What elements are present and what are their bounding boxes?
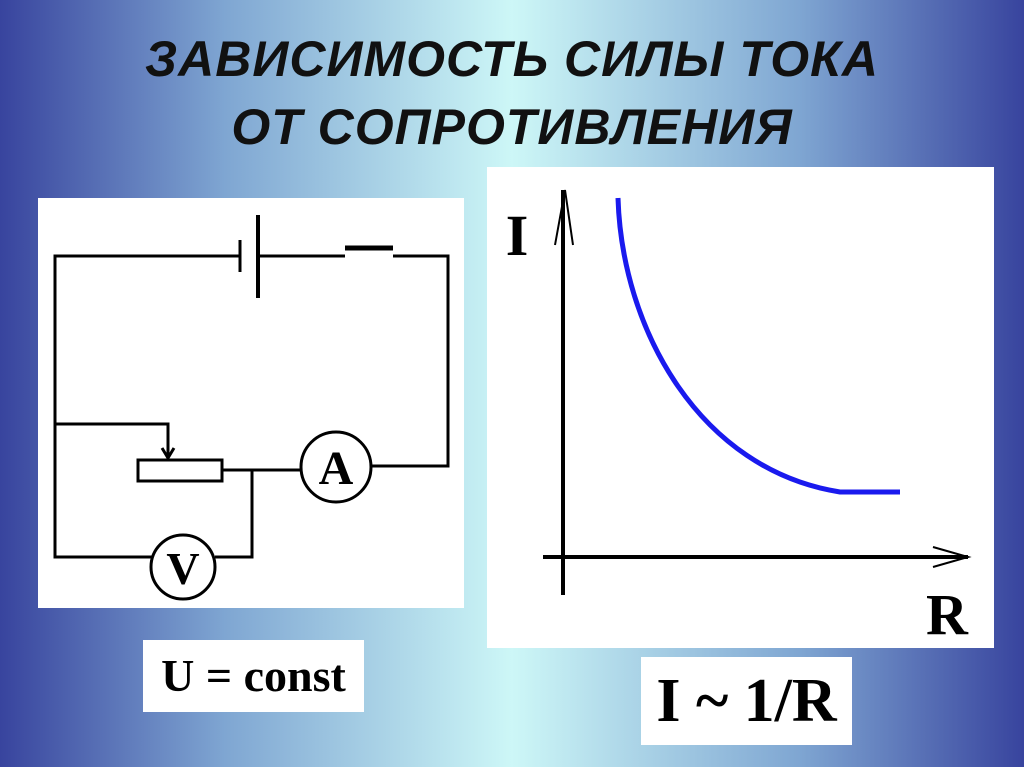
curve bbox=[615, 197, 900, 495]
x-axis-label: R bbox=[926, 582, 969, 647]
wire bbox=[53, 254, 240, 559]
wire bbox=[372, 254, 450, 468]
circuit bbox=[53, 215, 450, 601]
title-line: ОТ СОПРОТИВЛЕНИЯ bbox=[231, 99, 793, 155]
slider bbox=[55, 422, 170, 456]
y-axis-label: I bbox=[506, 203, 529, 268]
voltmeter-label: V bbox=[166, 543, 199, 594]
formula-label: I ~ 1/R bbox=[641, 657, 852, 745]
ammeter-label: A bbox=[319, 442, 354, 495]
title-line: ЗАВИСИМОСТЬ СИЛЫ ТОКА bbox=[145, 31, 879, 87]
slider-arrow bbox=[160, 447, 176, 461]
condition-label: U = const bbox=[143, 640, 364, 712]
y-arrow bbox=[554, 189, 574, 246]
ammeter bbox=[299, 430, 373, 504]
rheostat bbox=[136, 458, 224, 483]
x-arrow bbox=[932, 546, 972, 568]
axes bbox=[543, 189, 972, 595]
voltmeter bbox=[149, 533, 217, 601]
graph-panel bbox=[487, 167, 994, 648]
wire bbox=[215, 470, 254, 559]
